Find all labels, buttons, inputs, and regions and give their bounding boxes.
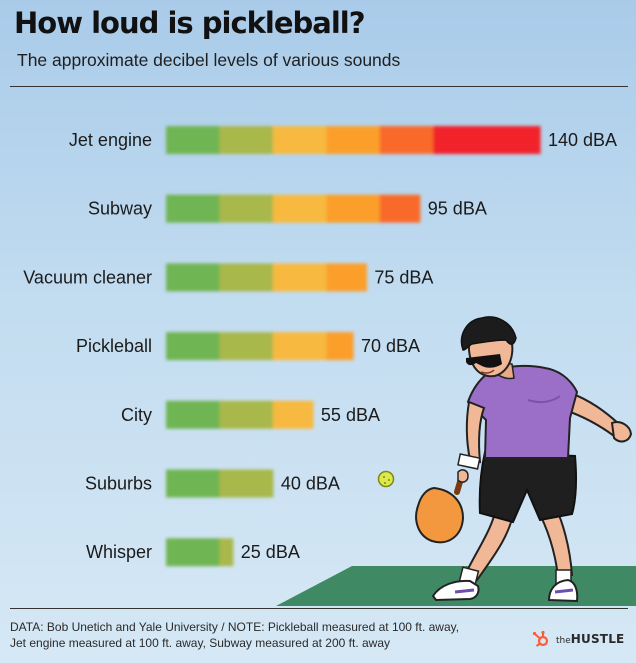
value-label: 140 dBA: [548, 130, 617, 150]
value-label: 40 dBA: [281, 474, 340, 494]
bar: [166, 263, 367, 292]
source-note-line-2: Jet engine measured at 100 ft. away, Sub…: [10, 636, 390, 650]
pickleball-player-icon: [377, 316, 633, 603]
bar-segment: [326, 194, 381, 223]
header-divider: [10, 86, 628, 87]
value-label: 55 dBA: [321, 405, 380, 425]
bar-segment: [219, 263, 274, 292]
bar-segment: [272, 263, 327, 292]
bar-segment: [166, 332, 221, 361]
bar: [166, 469, 274, 498]
footer-divider: [10, 608, 628, 609]
source-note: DATA: Bob Unetich and Yale University / …: [10, 619, 510, 651]
bar-segment: [219, 469, 274, 498]
hubspot-sprocket-icon: [532, 630, 549, 647]
bar: [166, 538, 234, 567]
bar-segment: [219, 126, 274, 154]
bar-segment: [272, 126, 327, 154]
bar: [166, 400, 314, 429]
bar-segment: [326, 332, 354, 361]
bar-segment: [272, 332, 327, 361]
brand-logo: theHUSTLE: [532, 628, 624, 650]
bar-segment: [219, 538, 234, 567]
category-label: Whisper: [86, 542, 152, 562]
bar-segment: [166, 538, 221, 567]
value-label: 95 dBA: [428, 199, 487, 219]
bar-segment: [219, 400, 274, 429]
bar: [166, 126, 541, 154]
category-label: Jet engine: [69, 130, 152, 150]
chart-subtitle: The approximate decibel levels of variou…: [17, 50, 401, 70]
bar-segment: [272, 194, 327, 223]
source-note-line-1: DATA: Bob Unetich and Yale University / …: [10, 620, 460, 634]
bar-segment: [166, 469, 221, 498]
bar-segment: [219, 194, 274, 223]
value-label: 70 dBA: [361, 336, 420, 356]
bar: [166, 194, 421, 223]
category-label: Suburbs: [85, 474, 152, 494]
bar-segment: [219, 332, 274, 361]
category-label: Subway: [88, 199, 152, 219]
brand-prefix: the: [556, 636, 571, 646]
bar-segment: [433, 126, 488, 154]
category-label: Vacuum cleaner: [23, 267, 152, 287]
bar-segment: [326, 263, 367, 292]
category-label: City: [121, 405, 152, 425]
bar-segment: [166, 126, 221, 154]
bar-segment: [166, 194, 221, 223]
bar: [166, 332, 354, 361]
bar-segment: [272, 400, 314, 429]
value-label: 75 dBA: [374, 267, 433, 287]
bar-segment: [166, 263, 221, 292]
bar-segment: [166, 400, 221, 429]
value-label: 25 dBA: [241, 542, 300, 562]
bars-group: Jet engine 140 dBA Subway 95 dBA Vacuum clea…: [23, 126, 617, 567]
bar-segment: [379, 194, 421, 223]
bar-segment: [379, 126, 434, 154]
category-label: Pickleball: [76, 336, 152, 356]
bar-segment: [326, 126, 381, 154]
brand-wordmark: theHUSTLE: [556, 632, 624, 646]
chart-title: How loud is pickleball?: [14, 6, 366, 40]
bar-segment: [486, 126, 541, 154]
brand-name: HUSTLE: [570, 632, 625, 646]
